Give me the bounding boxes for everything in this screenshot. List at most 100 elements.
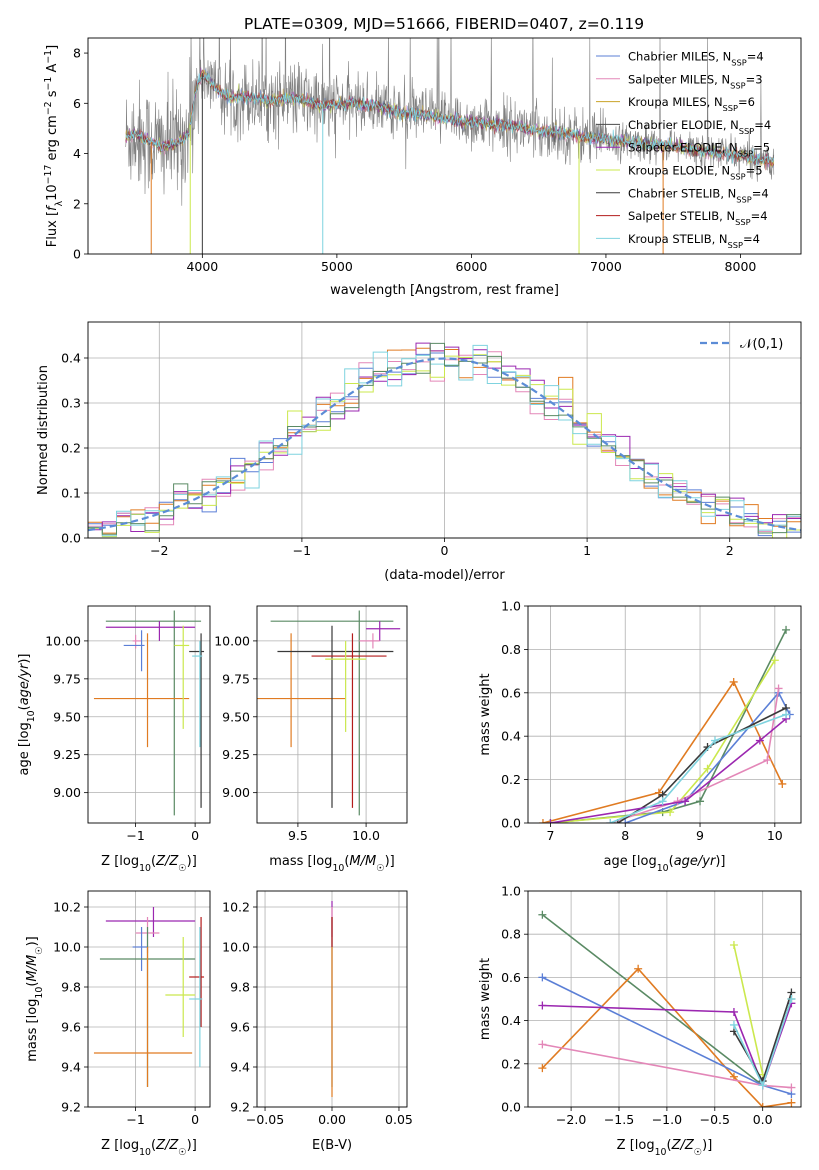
- histogram-step: [88, 342, 801, 535]
- point-marker: [538, 1040, 547, 1049]
- legend-label: Kroupa ELODIE, NSSP=5: [628, 164, 763, 182]
- y-tick-label: 10.2: [53, 900, 81, 915]
- x-tick-label: −1.0: [652, 1112, 682, 1127]
- y-tick-label: 9.4: [230, 1060, 250, 1075]
- spectrum-panel: 4000 5000 6000 7000 8000 0 2 4 6 8 Chabrier MILES,…: [43, 37, 802, 298]
- legend-label: Kroupa MILES, NSSP=6: [628, 95, 755, 113]
- x-tick-label: 8: [621, 828, 629, 843]
- y-tick-label: 1.0: [501, 599, 521, 614]
- x-tick-label: −1: [293, 543, 311, 558]
- point-marker: [681, 797, 690, 806]
- x-tick-label: 0: [191, 1112, 199, 1127]
- point-marker: [634, 964, 643, 973]
- y-tick-label: 10.00: [214, 633, 250, 648]
- point-marker: [729, 1007, 738, 1016]
- mass-vs-Z-panel: −1 0 9.2 9.4 9.6 9.8 10.0 10.2 Z [log10(Z/Z☉)] ma…: [25, 890, 211, 1158]
- mass-vs-Z-marks: [93, 907, 205, 1087]
- residuals-panel: −2 −1 0 1 2 0.0 0.1 0.2 0.3 0.4 𝒩(0,1) (data-model)…: [36, 321, 802, 583]
- legend-label: Chabrier ELODIE, NSSP=4: [628, 118, 771, 136]
- y-tick-label: 0.4: [501, 1013, 521, 1028]
- x-tick-label: −2: [150, 543, 168, 558]
- y-tick-label: 10.0: [53, 940, 81, 955]
- y-axis-label: mass weight: [478, 958, 493, 1040]
- y-tick-label: 0.4: [501, 729, 521, 744]
- y-axis-label: Normed distribution: [36, 365, 51, 495]
- point-marker: [729, 941, 738, 949]
- x-axis-label: E(B-V): [312, 1138, 352, 1153]
- point-marker: [758, 1081, 767, 1090]
- point-marker: [621, 819, 630, 823]
- y-tick-label: 9.25: [222, 747, 250, 762]
- x-tick-label: 0: [191, 828, 199, 843]
- legend-label: Salpeter STELIB, NSSP=4: [628, 209, 768, 227]
- x-tick-label: −1: [126, 1112, 144, 1127]
- x-tick-label: 10.0: [352, 828, 380, 843]
- y-tick-label: 8: [73, 46, 81, 61]
- legend-label: Chabrier STELIB, NSSP=4: [628, 186, 769, 204]
- x-tick-label: −1: [126, 828, 144, 843]
- residuals-marks: [88, 342, 801, 538]
- point-marker: [658, 797, 667, 806]
- x-tick-label: 7000: [590, 259, 622, 274]
- age-vs-Z-panel: −1 0 9.00 9.25 9.50 9.75 10.00 Z [log10(Z/Z☉)] a…: [17, 605, 211, 874]
- axes-frame: [527, 605, 802, 824]
- point-marker: [787, 1083, 796, 1092]
- x-axis-label: wavelength [Angstrom, rest frame]: [330, 283, 559, 298]
- series-line: [550, 718, 787, 823]
- point-marker: [755, 736, 764, 745]
- x-axis-label: Z [log10(Z/Z☉)]: [101, 1138, 197, 1158]
- y-tick-label: 10.2: [222, 900, 250, 915]
- point-marker: [538, 910, 547, 919]
- point-marker: [770, 656, 779, 665]
- y-axis-label: Flux [fλ10−17 erg cm−2 s−1 A−1]: [43, 45, 65, 247]
- x-axis-label: (data-model)/error: [384, 568, 505, 583]
- point-marker: [538, 1064, 547, 1073]
- y-tick-label: 0: [73, 247, 81, 262]
- point-marker: [729, 1020, 738, 1029]
- series-line: [624, 691, 791, 823]
- x-tick-label: 0: [441, 543, 449, 558]
- series-line: [733, 944, 764, 1075]
- y-tick-label: 6: [73, 96, 81, 111]
- axes-frame: [256, 890, 408, 1108]
- axes-frame: [87, 37, 802, 255]
- x-tick-label: 0.05: [385, 1112, 413, 1127]
- series-line: [610, 688, 780, 823]
- point-marker: [546, 819, 555, 823]
- point-marker: [538, 973, 547, 982]
- x-axis-label: age [log10(age/yr)]: [603, 854, 725, 874]
- y-tick-label: 2: [73, 196, 81, 211]
- point-marker: [710, 736, 719, 745]
- y-tick-label: 0.8: [501, 642, 521, 657]
- x-axis-label: mass [log10(M/M☉)]: [269, 854, 395, 874]
- observed-spectrum-line: [125, 38, 775, 206]
- point-marker: [538, 819, 547, 823]
- y-tick-label: 0.6: [501, 685, 521, 700]
- y-axis-label: mass [log10(M/M☉)]: [25, 936, 45, 1062]
- point-marker: [606, 819, 615, 823]
- legend-label: Kroupa STELIB, NSSP=4: [628, 232, 760, 250]
- x-tick-label: 4000: [186, 259, 218, 274]
- x-axis-label: Z [log10(Z/Z☉)]: [617, 1138, 713, 1158]
- y-tick-label: 0.2: [501, 772, 521, 787]
- y-tick-label: 9.6: [61, 1020, 81, 1035]
- point-marker: [774, 684, 783, 693]
- y-tick-label: 0.2: [61, 441, 81, 456]
- y-axis-label: age [log10(age/yr)]: [17, 653, 37, 775]
- x-tick-label: 0.0: [753, 1112, 773, 1127]
- axes-frame: [87, 605, 211, 824]
- spectrum-marks: [125, 38, 775, 254]
- model-spectrum-line: [125, 73, 775, 166]
- y-tick-label: 1.0: [501, 884, 521, 899]
- x-tick-label: −0.05: [246, 1112, 284, 1127]
- y-tick-label: 9.50: [53, 709, 81, 724]
- x-tick-label: −0.5: [700, 1112, 730, 1127]
- y-tick-label: 10.00: [45, 633, 81, 648]
- weight-vs-Z-panel: −2.0 −1.5 −1.0 −0.5 0.0 0.0 0.2 0.4 0.6 0.8 1.0 Z […: [478, 884, 802, 1158]
- point-marker: [778, 779, 787, 788]
- y-tick-label: 0.3: [61, 396, 81, 411]
- legend-label: Salpeter MILES, NSSP=3: [628, 72, 763, 90]
- y-tick-label: 9.8: [230, 980, 250, 995]
- x-tick-label: 9.5: [288, 828, 308, 843]
